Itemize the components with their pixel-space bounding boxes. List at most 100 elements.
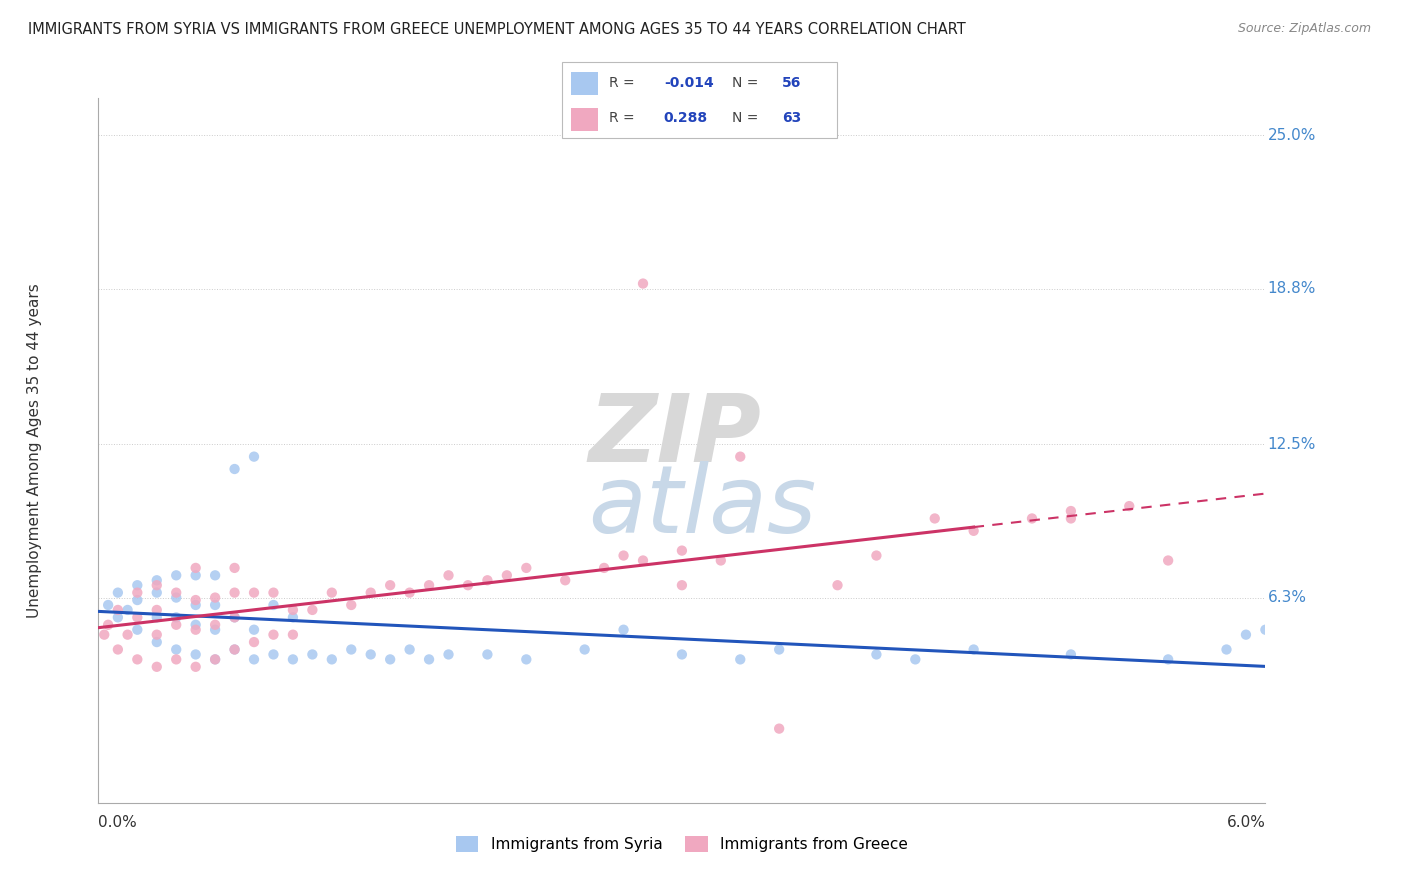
Point	[631, 277, 654, 291]
Point	[184, 561, 207, 575]
Point	[204, 652, 226, 666]
FancyBboxPatch shape	[571, 72, 598, 95]
Point	[360, 648, 382, 662]
Point	[165, 652, 187, 666]
Point	[243, 585, 266, 599]
Point	[243, 450, 266, 464]
Point	[107, 642, 129, 657]
Point	[613, 623, 636, 637]
Text: 12.5%: 12.5%	[1268, 437, 1316, 451]
Point	[380, 578, 402, 592]
Point	[301, 603, 323, 617]
Text: IMMIGRANTS FROM SYRIA VS IMMIGRANTS FROM GREECE UNEMPLOYMENT AMONG AGES 35 TO 44: IMMIGRANTS FROM SYRIA VS IMMIGRANTS FROM…	[28, 22, 966, 37]
Text: Unemployment Among Ages 35 to 44 years: Unemployment Among Ages 35 to 44 years	[27, 283, 42, 618]
Point	[1060, 511, 1083, 525]
Point	[146, 660, 169, 674]
Text: R =: R =	[609, 111, 634, 125]
Point	[165, 585, 187, 599]
FancyBboxPatch shape	[562, 62, 837, 138]
Text: 56: 56	[782, 76, 801, 90]
Point	[243, 623, 266, 637]
Point	[554, 574, 576, 588]
Point	[418, 578, 440, 592]
Point	[865, 549, 887, 563]
Text: 0.288: 0.288	[664, 111, 709, 125]
Point	[224, 462, 246, 476]
Point	[204, 652, 226, 666]
Point	[224, 585, 246, 599]
Point	[165, 617, 187, 632]
Point	[281, 652, 304, 666]
Point	[1234, 628, 1257, 642]
Point	[93, 628, 115, 642]
Point	[224, 610, 246, 624]
Text: 0.0%: 0.0%	[98, 815, 138, 830]
Point	[146, 628, 169, 642]
Text: N =: N =	[733, 111, 759, 125]
Point	[1060, 504, 1083, 518]
Point	[204, 598, 226, 612]
Point	[710, 553, 733, 567]
Point	[768, 642, 790, 657]
Point	[107, 585, 129, 599]
Point	[184, 593, 207, 607]
Legend: Immigrants from Syria, Immigrants from Greece: Immigrants from Syria, Immigrants from G…	[450, 830, 914, 859]
Point	[243, 635, 266, 649]
Point	[262, 628, 284, 642]
Point	[146, 603, 169, 617]
Point	[1215, 642, 1237, 657]
Point	[204, 623, 226, 637]
Point	[398, 585, 420, 599]
Point	[1118, 499, 1140, 513]
Point	[146, 578, 169, 592]
Text: atlas: atlas	[589, 461, 817, 552]
Point	[262, 585, 284, 599]
Text: R =: R =	[609, 76, 634, 90]
Point	[398, 642, 420, 657]
Point	[496, 568, 519, 582]
Point	[127, 623, 149, 637]
Point	[204, 591, 226, 605]
Point	[360, 585, 382, 599]
Point	[321, 652, 343, 666]
Point	[827, 578, 849, 592]
Point	[631, 553, 654, 567]
Point	[107, 610, 129, 624]
Point	[1157, 652, 1180, 666]
Point	[224, 642, 246, 657]
Point	[146, 585, 169, 599]
Text: 18.8%: 18.8%	[1268, 281, 1316, 296]
Point	[224, 561, 246, 575]
Point	[184, 598, 207, 612]
Point	[146, 574, 169, 588]
Point	[457, 578, 479, 592]
Point	[165, 568, 187, 582]
Point	[671, 648, 693, 662]
Point	[671, 578, 693, 592]
Point	[165, 610, 187, 624]
Point	[146, 610, 169, 624]
Point	[904, 652, 927, 666]
Point	[281, 628, 304, 642]
Point	[865, 648, 887, 662]
Point	[1060, 648, 1083, 662]
Point	[97, 598, 120, 612]
Text: 63: 63	[782, 111, 801, 125]
Point	[165, 642, 187, 657]
Text: ZIP: ZIP	[589, 391, 762, 483]
Point	[1157, 553, 1180, 567]
Text: 6.0%: 6.0%	[1226, 815, 1265, 830]
Point	[515, 652, 537, 666]
Point	[127, 652, 149, 666]
Point	[730, 652, 752, 666]
Point	[117, 603, 139, 617]
Point	[281, 603, 304, 617]
Point	[768, 722, 790, 736]
Point	[165, 591, 187, 605]
Point	[107, 603, 129, 617]
Point	[730, 450, 752, 464]
Point	[184, 623, 207, 637]
Point	[262, 598, 284, 612]
Text: Source: ZipAtlas.com: Source: ZipAtlas.com	[1237, 22, 1371, 36]
Point	[437, 568, 460, 582]
